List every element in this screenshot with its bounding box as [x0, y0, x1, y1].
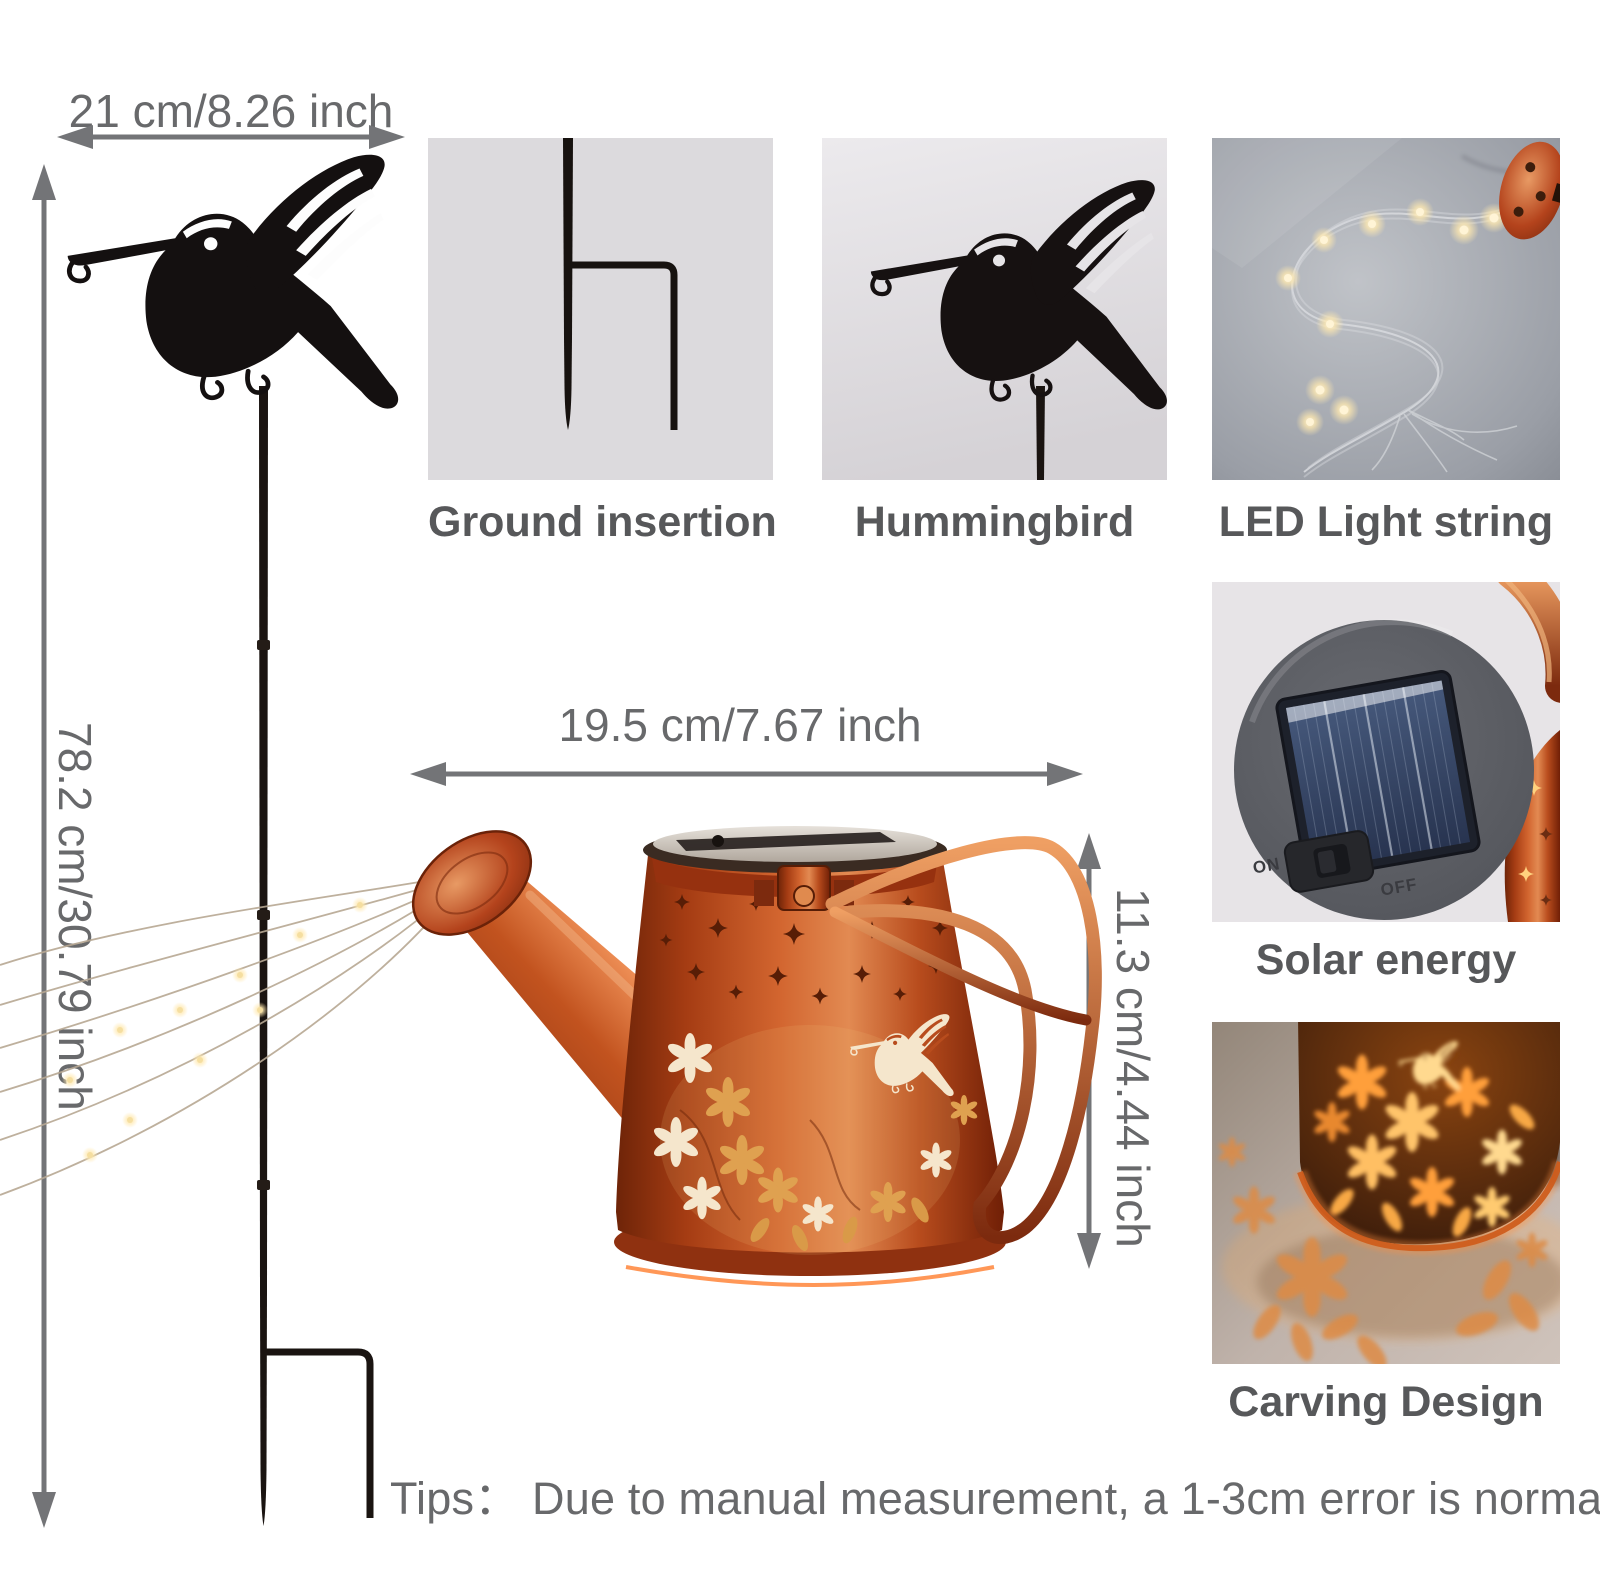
copper-can-corner: [1504, 730, 1560, 922]
glowing-can-bottom: [1293, 1022, 1560, 1256]
copper-disc: [1499, 141, 1560, 240]
stake-height-label: 78.2 cm/30.79 inch: [49, 722, 101, 1111]
ground-insertion-photo: [428, 138, 773, 480]
led-string-icon: [1275, 198, 1518, 478]
stake-width-label: 21 cm/8.26 inch: [68, 85, 394, 137]
carving-design-photo: [1212, 1022, 1560, 1364]
caption-solar-energy: Solar energy: [1255, 936, 1517, 984]
led-dots: [62, 897, 368, 1163]
solar-energy-photo: ON OFF: [1212, 582, 1560, 922]
stake-pole: [257, 386, 374, 1526]
copper-handle-strap: [1498, 582, 1560, 703]
solar-panel-icon: [1275, 670, 1481, 880]
hummingbird-photo: [822, 138, 1167, 480]
switch-on-label: ON: [1251, 854, 1281, 877]
string-lights-wires: [0, 877, 451, 1196]
caption-carving-design: Carving Design: [1228, 1378, 1544, 1426]
light-projections: [1217, 1137, 1550, 1364]
can-width-arrow: [410, 762, 1083, 786]
tips-note: Tips： Due to manual measurement, a 1-3cm…: [390, 1473, 1600, 1524]
solar-lid: ON OFF: [1234, 619, 1534, 920]
floral-cutouts: [651, 1013, 979, 1251]
can-height-label: 11.3 cm/4.44 inch: [1107, 888, 1159, 1248]
stake-height-arrow: [32, 164, 56, 1528]
stake-width-arrow: [57, 125, 405, 149]
stake-pole: [1036, 386, 1045, 480]
led-dots: [1275, 198, 1509, 436]
ground-stake-icon: [563, 138, 678, 430]
led-string-photo: [1212, 138, 1560, 480]
caption-led-light-string: LED Light string: [1218, 498, 1554, 546]
caption-hummingbird: Hummingbird: [854, 498, 1135, 546]
hummingbird-icon: [68, 155, 398, 409]
watering-can-photo: [411, 826, 1102, 1287]
hummingbird-stake-photo: [40, 140, 420, 1526]
can-width-label: 19.5 cm/7.67 inch: [558, 699, 922, 751]
can-handle: [754, 836, 1102, 1245]
caption-ground-insertion: Ground insertion: [428, 498, 777, 546]
